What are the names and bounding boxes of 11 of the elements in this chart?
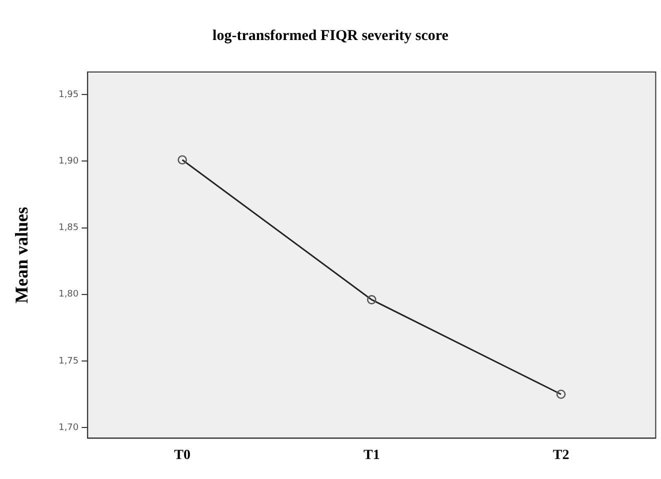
y-tick-label: 1,80 <box>58 290 79 300</box>
y-tick-label: 1,85 <box>58 223 79 234</box>
x-tick-label: T0 <box>174 448 190 464</box>
x-tick-label: T2 <box>552 448 570 464</box>
y-axis-title: Mean values <box>11 206 32 304</box>
y-tick-label: 1,95 <box>58 90 79 100</box>
y-tick-label: 1,90 <box>58 156 79 167</box>
y-tick-label: 1,70 <box>58 422 79 433</box>
x-tick-label: T1 <box>364 448 380 464</box>
y-tick-label: 1,75 <box>58 356 79 366</box>
chart-title: log-transformed FIQR severity score <box>212 28 450 45</box>
